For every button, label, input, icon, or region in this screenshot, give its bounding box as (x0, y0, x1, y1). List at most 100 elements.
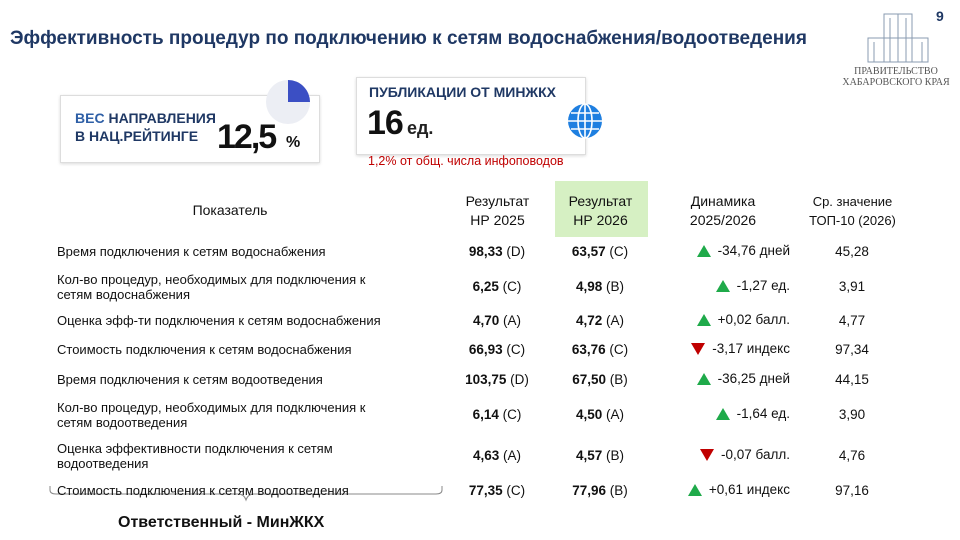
grade: (A) (503, 313, 522, 328)
result: 98,33 (D) (437, 244, 557, 259)
globe-icon (568, 103, 602, 139)
grade: (C) (609, 342, 629, 357)
top10: 45,28 (835, 244, 869, 259)
result: 4,63 (A) (437, 448, 557, 463)
indicator: Время подключения к сетям водоснабжения (57, 244, 326, 259)
result: 4,98 (B) (540, 279, 660, 294)
grade: (C) (506, 342, 526, 357)
dynamics-value: -1,27 ед. (736, 278, 790, 293)
top10: 3,90 (838, 407, 866, 422)
title: Эффективность процедур по подключению к … (10, 28, 807, 49)
result: 4,72 (A) (540, 313, 660, 328)
grade: (B) (606, 448, 625, 463)
column-header: Результат НР 2025 (450, 192, 545, 230)
value: 103,75 (465, 372, 507, 387)
indicator: Кол-во процедур, необходимых для подключ… (57, 400, 366, 430)
result: 6,25 (C) (437, 279, 557, 294)
label: В НАЦ.РЕЙТИНГЕ (75, 128, 199, 144)
dynamics-value: -0,07 балл. (721, 447, 790, 462)
result: 4,57 (B) (540, 448, 660, 463)
value: 77,96 (572, 483, 607, 498)
label: ВЕС (75, 110, 105, 126)
grade: (C) (609, 244, 629, 259)
grade: (C) (506, 483, 526, 498)
value: 4,50 (575, 407, 603, 422)
dynamics: -3,17 индекс (640, 341, 790, 356)
dynamics-value: -34,76 дней (717, 243, 790, 258)
value: 67,50 (572, 372, 607, 387)
top10: 97,34 (835, 342, 869, 357)
header-line: Результат (465, 193, 530, 209)
column-header: Показатель (100, 201, 360, 220)
value: 6,25 (472, 279, 499, 294)
footer: Ответственный - МинЖКХ (118, 514, 325, 531)
top10: 97,16 (835, 483, 869, 498)
value: 4,57 (575, 448, 603, 463)
logo-icon (867, 13, 929, 63)
header-line: Результат (568, 193, 633, 209)
trend-up (715, 407, 730, 420)
value: 63,57 (571, 244, 606, 259)
header-line: Показатель (192, 202, 268, 218)
bracket (49, 486, 443, 502)
result: 103,75 (D) (437, 372, 557, 387)
logo-text: ХАБАРОВСКОГО КРАЯ (842, 77, 950, 88)
value: 6,14 (472, 407, 499, 422)
dynamics: -1,27 ед. (640, 278, 790, 293)
card-title: ПУБЛИКАЦИИ ОТ МИНЖКХ (369, 84, 556, 100)
result: 77,96 (B) (540, 483, 660, 498)
value: 4,98 (575, 279, 603, 294)
trend-up (696, 244, 711, 257)
highlight (555, 181, 648, 237)
value: 16 (367, 104, 404, 142)
indicator: Стоимость подключения к сетям водоснабже… (57, 342, 352, 357)
grade: (B) (609, 483, 628, 498)
indicator: Стоимость подключения к сетям водоотведе… (57, 483, 349, 498)
value: 98,33 (468, 244, 503, 259)
trend-down (700, 448, 715, 461)
grade: (C) (502, 407, 522, 422)
value: 63,76 (571, 342, 606, 357)
top10: 4,77 (838, 313, 866, 328)
result: 67,50 (B) (540, 372, 660, 387)
value: 12,5 (217, 118, 277, 156)
header-line: Динамика (690, 193, 756, 209)
grade: (C) (502, 279, 522, 294)
dynamics-value: -36,25 дней (717, 371, 790, 386)
logo-text: ПРАВИТЕЛЬСТВО (854, 66, 938, 77)
trend-up (687, 483, 702, 496)
dynamics-value: -3,17 индекс (712, 341, 790, 356)
value: 4,70 (472, 313, 500, 328)
grade: (D) (506, 244, 526, 259)
unit: % (286, 134, 301, 151)
indicator: Оценка эффективности подключения к сетям… (57, 441, 333, 471)
header-line: Ср. значение (812, 194, 893, 209)
trend-down (691, 342, 706, 355)
column-header: Динамика 2025/2026 (668, 192, 778, 230)
result: 63,76 (C) (540, 342, 660, 357)
column-header: Ср. значение ТОП-10 (2026) (790, 192, 915, 230)
page-number: 9 (936, 8, 944, 24)
result: 66,93 (C) (437, 342, 557, 357)
grade: (A) (606, 313, 625, 328)
indicator: Кол-во процедур, необходимых для подключ… (57, 272, 366, 302)
unit: ед. (407, 118, 434, 138)
dynamics-value: +0,61 индекс (708, 482, 790, 497)
trend-up (696, 372, 711, 385)
trend-up (696, 313, 711, 326)
dynamics-value: +0,02 балл. (717, 312, 790, 327)
grade: (A) (606, 407, 625, 422)
indicator: Время подключения к сетям водоотведения (57, 372, 323, 387)
header-line: ТОП-10 (2026) (809, 213, 896, 228)
dynamics: +0,02 балл. (640, 312, 790, 327)
header-line: 2025/2026 (689, 212, 757, 228)
indicator: Оценка эфф-ти подключения к сетям водосн… (57, 313, 381, 328)
header-line: НР 2026 (573, 212, 628, 228)
dynamics: -34,76 дней (640, 243, 790, 258)
publications-card: ПУБЛИКАЦИИ ОТ МИНЖКХ 16 ед. (356, 77, 586, 155)
result: 4,70 (A) (437, 313, 557, 328)
header-line: НР 2025 (470, 212, 525, 228)
value: 4,63 (472, 448, 500, 463)
pie-icon (266, 80, 310, 124)
